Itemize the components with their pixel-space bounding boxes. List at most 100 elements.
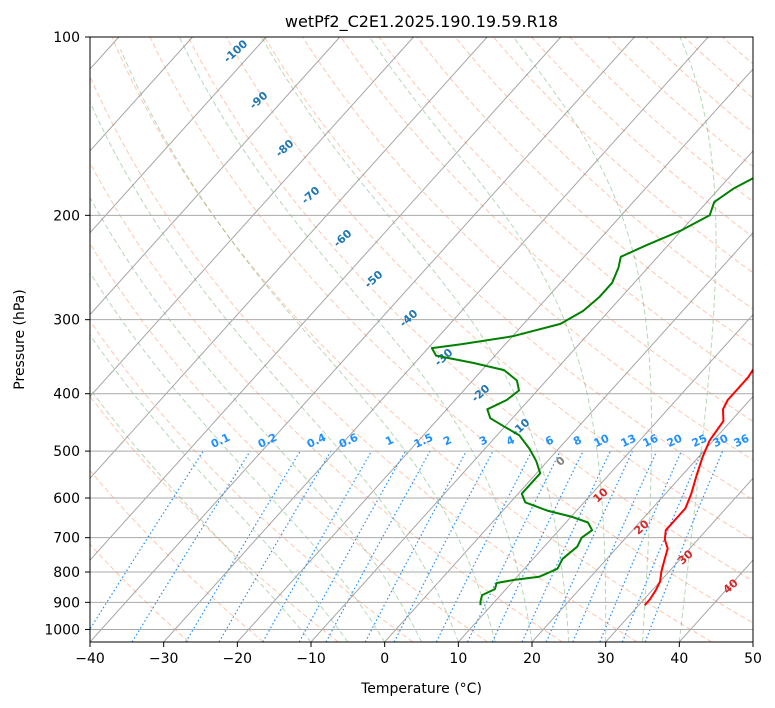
mixing-ratio-label: 20 — [665, 432, 685, 450]
y-tick-label: 600 — [53, 491, 80, 507]
mixing-ratio-line — [185, 450, 301, 642]
moist-adiabat-line — [90, 271, 386, 642]
isotherm-label: 10 — [591, 485, 611, 505]
chart-title: wetPf2_C2E1.2025.190.19.59.R18 — [285, 12, 558, 32]
isotherm-label: 30 — [676, 547, 696, 567]
mixing-ratio-line — [545, 450, 634, 642]
x-tick-label: −30 — [149, 651, 179, 667]
isotherm-line — [752, 641, 753, 642]
mixing-ratio-label: 2 — [441, 433, 453, 448]
isotherm-label: 0 — [553, 454, 568, 469]
mixing-ratio-label: 30 — [711, 432, 731, 450]
isotherm-line — [310, 150, 753, 642]
temperature-profile-line — [643, 367, 753, 606]
dry-adiabat-line — [225, 37, 753, 541]
isotherm-line — [531, 395, 753, 642]
isotherm-label: -70 — [299, 184, 323, 207]
x-tick-label: −20 — [223, 651, 253, 667]
mixing-ratio-line — [491, 450, 584, 642]
dry-adiabat-line — [683, 37, 753, 99]
mixing-ratio-line — [621, 450, 703, 642]
isotherm-line — [90, 37, 414, 398]
dry-adiabat-line — [90, 395, 339, 642]
mixing-ratio-line — [644, 450, 724, 642]
dry-adiabat-line — [187, 37, 753, 582]
y-axis: 100 200 300 400 500 600 700 800 900 1000 — [44, 30, 90, 638]
background-labels: -100-90-80-70-60-50-40-30-20-10010203040… — [209, 37, 752, 596]
x-tick-label: −10 — [296, 651, 326, 667]
dewpoint-profile-line — [430, 177, 753, 606]
y-tick-label: 200 — [53, 208, 80, 224]
y-tick-label: 1000 — [44, 622, 80, 638]
mixing-ratio-label: 36 — [732, 432, 752, 450]
isotherm-line — [163, 37, 709, 642]
isotherm-label: -40 — [397, 307, 421, 330]
mixing-ratio-label: 6 — [543, 433, 556, 448]
background-lines — [90, 37, 753, 642]
mixing-ratio-label: 0.6 — [337, 431, 360, 451]
x-axis: −40 −30 −20 −10 0 10 20 30 40 50 — [75, 642, 762, 667]
moist-adiabat-line — [90, 334, 349, 642]
grid-lines — [90, 37, 753, 642]
dry-adiabat-line — [416, 37, 753, 347]
dry-adiabat-line — [302, 37, 753, 461]
isotherm-line — [90, 37, 193, 152]
moist-adiabat-line — [512, 37, 653, 642]
isotherm-line — [457, 313, 753, 642]
dry-adiabat-line — [90, 161, 563, 642]
isotherm-label: -60 — [331, 227, 355, 250]
isotherm-label: -90 — [247, 89, 271, 112]
dry-adiabat-line — [264, 37, 753, 501]
x-tick-label: 20 — [523, 651, 541, 667]
moist-adiabat-line — [90, 388, 312, 642]
isotherm-label: -50 — [362, 268, 386, 291]
dry-adiabat-line — [111, 37, 712, 642]
x-tick-label: 50 — [744, 651, 762, 667]
dry-adiabat-line — [531, 37, 753, 238]
mixing-ratio-line — [218, 450, 332, 642]
isotherm-line — [678, 559, 753, 642]
mixing-ratio-label: 0.2 — [256, 431, 279, 451]
y-axis-label: Pressure (hPa) — [12, 289, 28, 389]
dry-adiabat-line — [607, 37, 753, 168]
isotherm-line — [90, 37, 267, 234]
moist-adiabat-line — [120, 49, 496, 642]
isotherm-label: -80 — [273, 137, 297, 160]
isotherm-line — [236, 68, 753, 642]
dry-adiabat-line — [378, 37, 753, 385]
x-tick-label: 0 — [380, 651, 389, 667]
dry-adiabat-line — [149, 37, 753, 624]
y-tick-label: 100 — [53, 30, 80, 46]
x-axis-label: Temperature (°C) — [360, 681, 482, 697]
x-tick-label: 30 — [597, 651, 615, 667]
mixing-ratio-label: 13 — [619, 432, 638, 450]
isotherm-line — [90, 37, 488, 480]
y-tick-label: 400 — [53, 387, 80, 403]
mixing-ratio-label: 1.5 — [412, 431, 435, 451]
y-tick-label: 900 — [53, 595, 80, 611]
dry-adiabat-line — [90, 242, 488, 642]
mixing-ratio-line — [131, 450, 251, 642]
isotherm-line — [90, 37, 635, 642]
series-lines — [430, 177, 753, 606]
dry-adiabat-line — [569, 37, 753, 203]
dry-adiabat-line — [645, 37, 753, 133]
x-tick-label: 40 — [670, 651, 688, 667]
mixing-ratio-label: 10 — [592, 432, 612, 450]
isotherm-label: -10 — [509, 416, 533, 439]
mixing-ratio-label: 0.1 — [209, 431, 232, 451]
moist-adiabat-line — [678, 37, 717, 642]
y-tick-label: 300 — [53, 313, 80, 329]
isotherm-line — [605, 477, 753, 642]
isotherm-line — [90, 37, 341, 316]
moist-adiabat-line — [90, 196, 422, 642]
mixing-ratio-line — [325, 450, 431, 642]
y-tick-label: 800 — [53, 565, 80, 581]
mixing-ratio-label: 8 — [571, 433, 583, 448]
dry-adiabat-line — [493, 37, 753, 274]
dry-adiabat-line — [454, 37, 753, 310]
mixing-ratio-line — [262, 450, 373, 642]
y-tick-label: 700 — [53, 531, 80, 547]
mixing-ratio-line — [599, 450, 682, 642]
